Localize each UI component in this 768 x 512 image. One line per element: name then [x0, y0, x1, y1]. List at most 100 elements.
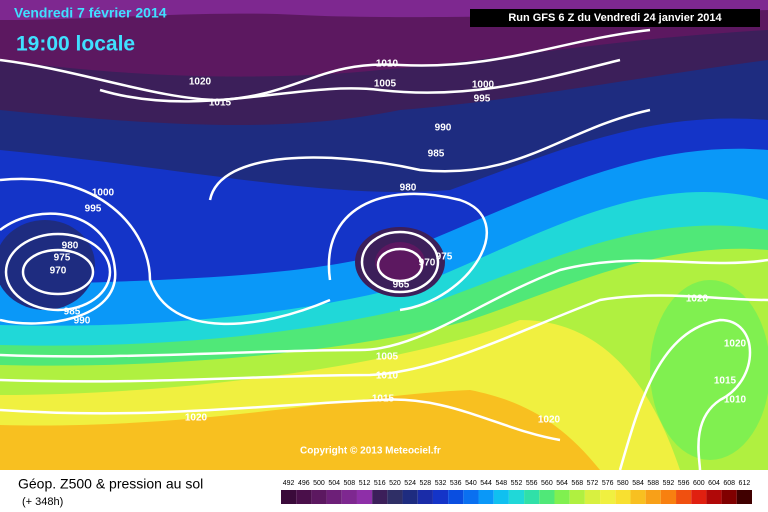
scale-swatch [660, 490, 677, 504]
isobars [0, 28, 768, 471]
isobar-label: 1020 [538, 415, 561, 426]
run-box [470, 9, 760, 27]
local-time: 19:00 locale [16, 33, 135, 56]
scale-label: 548 [495, 480, 507, 487]
isobar-label: 995 [474, 94, 491, 105]
scale-label: 496 [298, 480, 310, 487]
scale-swatch [311, 490, 327, 504]
scale-label: 508 [344, 480, 356, 487]
scale-label: 540 [465, 480, 477, 487]
scale-swatch [356, 490, 373, 504]
isobar-label: 965 [393, 280, 410, 291]
scale-swatch [432, 490, 449, 504]
scale-label: 588 [647, 480, 659, 487]
footer-title: Géop. Z500 & pression au sol [18, 476, 203, 492]
scale-swatch [676, 490, 692, 504]
scale-label: 572 [587, 480, 599, 487]
scale-swatch [706, 490, 722, 504]
scale-swatch [296, 490, 312, 504]
scale-label: 564 [556, 480, 568, 487]
scale-label: 576 [602, 480, 614, 487]
scale-swatch [600, 490, 616, 504]
copyright: Copyright © 2013 Meteociel.fr [300, 446, 441, 457]
scale-label: 600 [693, 480, 705, 487]
scale-swatch [463, 490, 479, 504]
scale-swatch [387, 490, 403, 504]
isobar-label: 970 [50, 266, 67, 277]
scale-swatch [691, 490, 707, 504]
isobar-label: 1010 [376, 59, 399, 70]
isobar-label: 1000 [472, 80, 495, 91]
scale-label: 556 [526, 480, 538, 487]
scale-label: 568 [571, 480, 583, 487]
scale-swatch [478, 490, 494, 504]
scale-label: 592 [663, 480, 675, 487]
scale-swatch [402, 490, 418, 504]
isobar-label: 975 [436, 252, 453, 263]
isobar-label: 980 [400, 183, 417, 194]
color-scale: 492 496 500 504 508 512 516 520 524 528 532 536 540 5… [281, 480, 752, 504]
scale-label: 552 [511, 480, 523, 487]
scale-label: 604 [708, 480, 720, 487]
scale-swatch [524, 490, 540, 504]
scale-label: 500 [313, 480, 325, 487]
isobar-label: 990 [435, 123, 452, 134]
scale-label: 516 [374, 480, 386, 487]
isobar-label: 970 [419, 258, 436, 269]
isobar-label: 1000 [92, 188, 115, 199]
isobar-label: 1020 [724, 339, 747, 350]
isobar-label: 985 [428, 149, 445, 160]
scale-label: 560 [541, 480, 553, 487]
scale-swatch [448, 490, 464, 504]
scale-label: 608 [723, 480, 735, 487]
run-info: Run GFS 6 Z du Vendredi 24 janvier 2014 [508, 12, 722, 24]
scale-swatch [630, 490, 646, 504]
scale-swatch [539, 490, 555, 504]
isobar-label: 1010 [724, 395, 747, 406]
date: Vendredi 7 février 2014 [14, 5, 167, 21]
scale-swatch [341, 490, 357, 504]
isobar-label: 1015 [714, 376, 737, 387]
isobar-label: 1020 [686, 294, 709, 305]
scale-swatch [584, 490, 601, 504]
isobar-label: 1005 [374, 79, 397, 90]
scale-swatch [281, 490, 297, 504]
scale-swatch [326, 490, 342, 504]
scale-label: 580 [617, 480, 629, 487]
scale-label: 596 [678, 480, 690, 487]
scale-label: 612 [739, 480, 751, 487]
scale-label: 528 [419, 480, 431, 487]
scale-label: 532 [435, 480, 447, 487]
isobar-label: 1005 [376, 352, 399, 363]
isobar-label: 1015 [372, 394, 395, 405]
isobar-label: 975 [54, 253, 71, 264]
scale-swatch [569, 490, 585, 504]
scale-swatch [645, 490, 661, 504]
isobar-label: 1010 [376, 371, 399, 382]
scale-label: 520 [389, 480, 401, 487]
scale-swatch [721, 490, 737, 504]
scale-swatch [615, 490, 631, 504]
isobar-label: 1020 [185, 413, 208, 424]
scale-label: 536 [450, 480, 462, 487]
scale-label: 492 [283, 480, 295, 487]
scale-label: 504 [328, 480, 340, 487]
forecast-lead: (+ 348h) [22, 496, 63, 508]
isobar-label: 1015 [209, 98, 232, 109]
scale-swatch [554, 490, 570, 504]
scale-label: 512 [359, 480, 371, 487]
scale-swatch [508, 490, 525, 504]
scale-swatch [736, 490, 752, 504]
scale-swatch [493, 490, 509, 504]
isobar-label: 995 [85, 204, 102, 215]
isobar-label: 980 [62, 241, 79, 252]
scale-label: 544 [480, 480, 492, 487]
scale-swatch [417, 490, 433, 504]
isobar-label: 990 [74, 316, 91, 327]
scale-swatch [372, 490, 388, 504]
scale-label: 584 [632, 480, 644, 487]
isobar-label: 1020 [189, 77, 212, 88]
isobar-label: 985 [64, 307, 81, 318]
